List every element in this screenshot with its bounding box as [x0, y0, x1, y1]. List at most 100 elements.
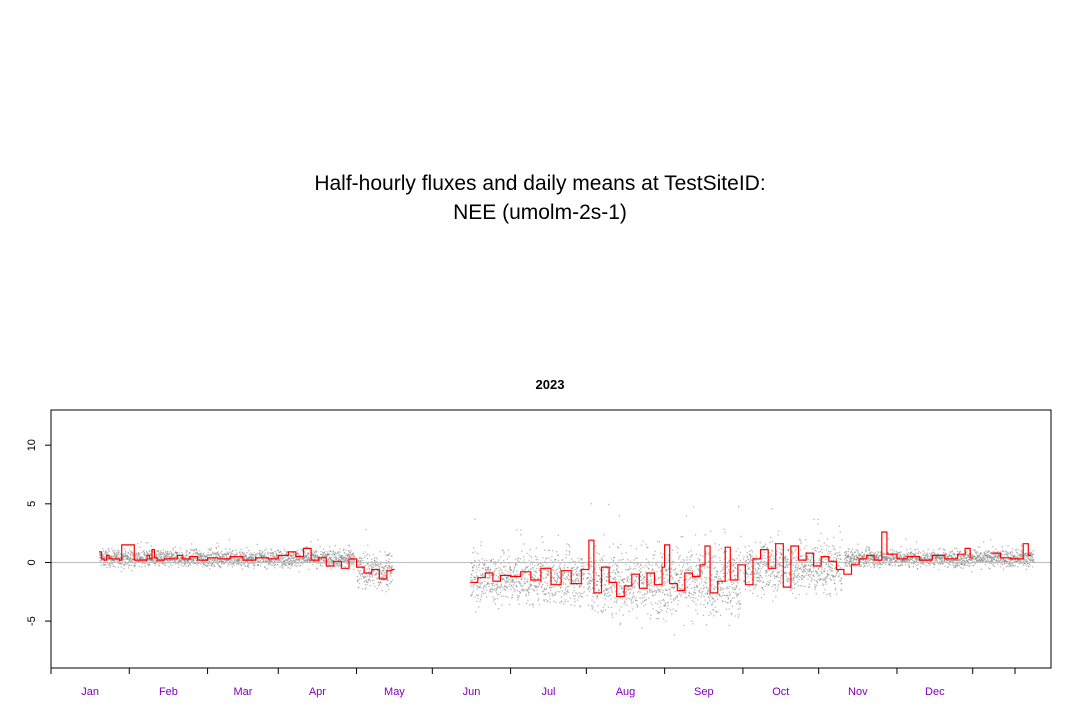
half-hourly-point [836, 573, 838, 575]
half-hourly-point [499, 585, 502, 588]
half-hourly-point [481, 574, 483, 576]
half-hourly-point [500, 584, 502, 587]
half-hourly-point [655, 564, 657, 566]
half-hourly-point [666, 581, 668, 583]
half-hourly-point [364, 576, 366, 578]
half-hourly-point [817, 523, 819, 525]
half-hourly-point [518, 561, 520, 563]
half-hourly-point [219, 560, 221, 563]
half-hourly-point [748, 545, 750, 547]
half-hourly-point [99, 557, 101, 559]
half-hourly-point [856, 554, 858, 556]
half-hourly-point [495, 588, 497, 590]
half-hourly-point [866, 546, 868, 548]
half-hourly-point [226, 559, 229, 561]
half-hourly-point [291, 557, 294, 559]
half-hourly-point [344, 552, 346, 554]
half-hourly-point [693, 601, 695, 603]
half-hourly-point [554, 573, 556, 575]
half-hourly-point [542, 569, 544, 571]
half-hourly-point [796, 577, 798, 579]
half-hourly-point [595, 571, 597, 573]
half-hourly-point [266, 567, 269, 569]
half-hourly-point [546, 582, 548, 584]
half-hourly-point [123, 567, 125, 570]
half-hourly-point [557, 559, 560, 562]
half-hourly-point [662, 585, 664, 587]
half-hourly-point [587, 588, 589, 590]
half-hourly-point [757, 572, 759, 574]
half-hourly-point [204, 563, 206, 565]
half-hourly-point [189, 563, 191, 565]
half-hourly-point [328, 557, 330, 560]
half-hourly-point [296, 559, 298, 561]
half-hourly-point [822, 584, 825, 586]
half-hourly-point [132, 555, 135, 557]
half-hourly-point [690, 597, 692, 599]
half-hourly-point [480, 544, 482, 547]
half-hourly-point [661, 563, 663, 565]
half-hourly-point [107, 551, 109, 554]
half-hourly-point [545, 588, 547, 591]
half-hourly-point [271, 564, 274, 566]
half-hourly-point [612, 583, 614, 585]
half-hourly-point [183, 563, 185, 565]
half-hourly-point [797, 565, 800, 567]
half-hourly-point [313, 560, 316, 562]
half-hourly-point [751, 573, 753, 575]
half-hourly-point [751, 551, 754, 553]
half-hourly-point [390, 571, 392, 573]
half-hourly-point [533, 574, 535, 576]
half-hourly-point [229, 548, 231, 550]
half-hourly-point [733, 570, 735, 572]
half-hourly-point [626, 586, 629, 588]
half-hourly-point [234, 560, 236, 562]
half-hourly-point [130, 554, 132, 556]
half-hourly-point [553, 600, 555, 602]
half-hourly-point [759, 580, 761, 583]
half-hourly-point [735, 550, 737, 552]
half-hourly-point [139, 553, 141, 555]
half-hourly-point [624, 594, 626, 597]
half-hourly-point [764, 545, 766, 547]
half-hourly-point [644, 564, 646, 567]
half-hourly-point [756, 584, 758, 586]
half-hourly-point [525, 595, 527, 597]
half-hourly-point [370, 564, 372, 566]
half-hourly-point [505, 585, 507, 588]
half-hourly-point [358, 564, 360, 566]
half-hourly-point [735, 587, 737, 589]
half-hourly-point [248, 557, 250, 559]
half-hourly-point [579, 606, 581, 608]
half-hourly-point [801, 570, 803, 573]
half-hourly-point [281, 552, 283, 555]
half-hourly-point [251, 562, 254, 565]
half-hourly-point [848, 556, 850, 558]
half-hourly-point [196, 551, 198, 553]
half-hourly-point [664, 602, 666, 604]
half-hourly-point [612, 560, 614, 562]
half-hourly-point [704, 593, 706, 595]
half-hourly-point [368, 567, 370, 570]
half-hourly-point [223, 556, 226, 558]
half-hourly-point [213, 556, 215, 558]
half-hourly-point [630, 545, 632, 547]
half-hourly-point [332, 551, 335, 553]
half-hourly-point [672, 561, 674, 563]
half-hourly-point [140, 541, 142, 543]
half-hourly-point [482, 572, 484, 575]
half-hourly-point [250, 560, 252, 562]
half-hourly-point [116, 554, 119, 556]
half-hourly-point [273, 561, 275, 563]
half-hourly-point [172, 553, 175, 555]
half-hourly-point [725, 574, 727, 576]
half-hourly-point [226, 551, 228, 553]
half-hourly-point [169, 557, 171, 559]
half-hourly-point [225, 561, 228, 563]
half-hourly-point [353, 560, 355, 562]
half-hourly-point [867, 565, 869, 567]
half-hourly-point [720, 596, 722, 598]
half-hourly-point [683, 624, 685, 627]
half-hourly-point [252, 561, 254, 563]
half-hourly-point [830, 550, 832, 553]
